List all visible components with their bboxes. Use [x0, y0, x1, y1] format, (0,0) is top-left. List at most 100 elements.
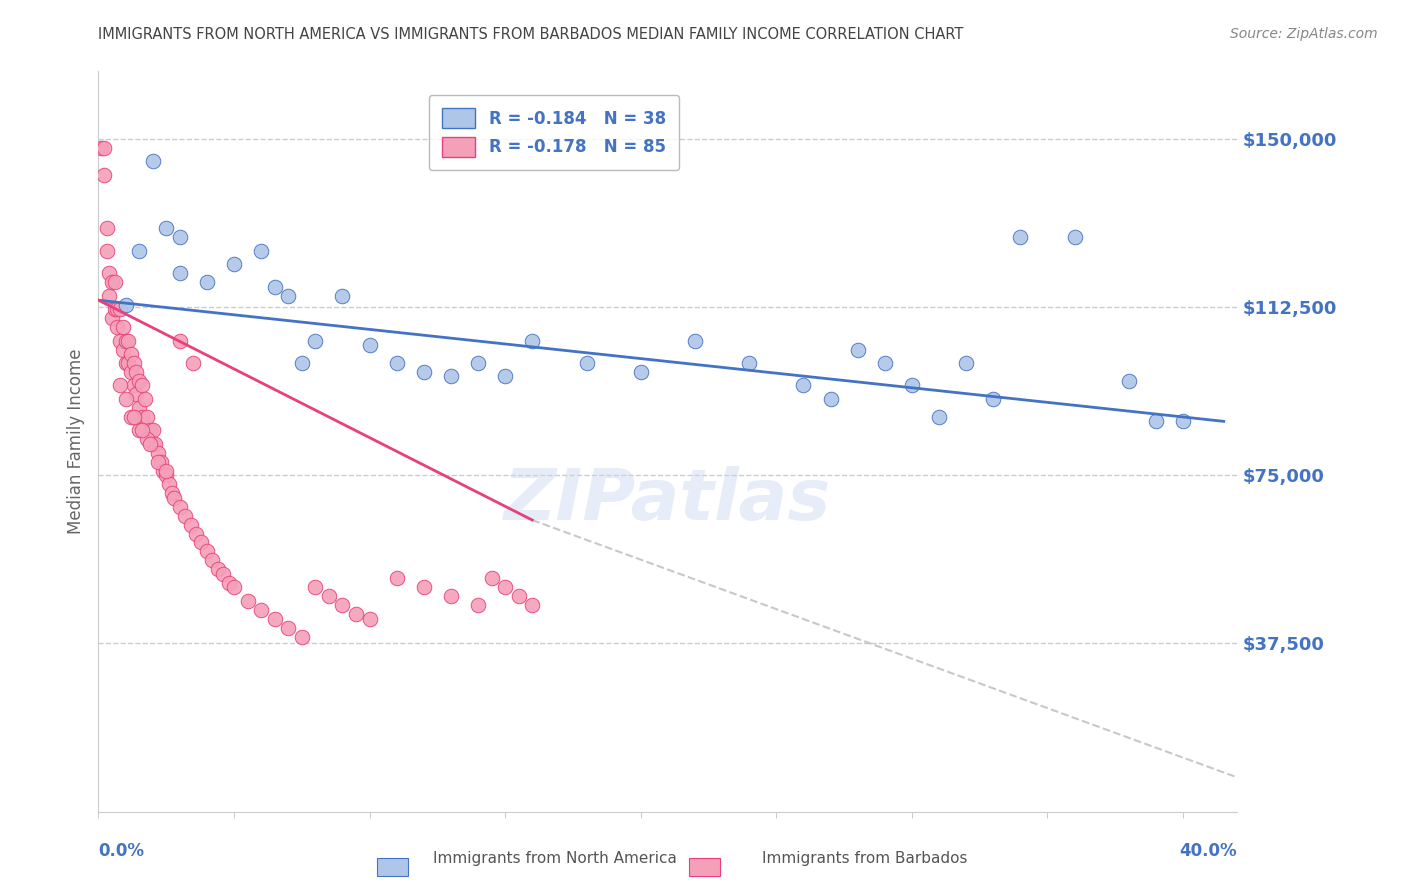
Point: [169, 266, 191, 280]
Point: [467, 599, 489, 613]
Point: [467, 356, 489, 370]
Point: [630, 365, 652, 379]
Point: [207, 562, 229, 576]
Point: [114, 392, 136, 406]
Point: [108, 334, 131, 348]
Point: [136, 409, 159, 424]
Point: [98, 266, 121, 280]
Point: [90, 141, 112, 155]
Point: [108, 302, 131, 317]
Text: 0.0%: 0.0%: [98, 842, 145, 860]
Point: [155, 221, 177, 235]
Point: [125, 387, 148, 401]
Point: [318, 590, 340, 604]
Text: Immigrants from Barbados: Immigrants from Barbados: [762, 852, 967, 866]
Point: [146, 446, 169, 460]
Point: [412, 580, 434, 594]
Point: [139, 423, 162, 437]
Point: [359, 338, 381, 352]
Point: [120, 409, 142, 424]
Point: [114, 298, 136, 312]
Point: [111, 320, 134, 334]
Point: [212, 566, 235, 581]
Point: [1118, 374, 1140, 388]
Point: [1171, 414, 1194, 428]
Point: [117, 334, 139, 348]
Point: [101, 275, 124, 289]
Point: [131, 409, 153, 424]
Point: [236, 594, 259, 608]
Point: [222, 580, 245, 594]
Point: [291, 630, 314, 644]
Point: [481, 571, 503, 585]
Point: [145, 437, 167, 451]
Text: ZIPatlas: ZIPatlas: [505, 467, 831, 535]
Point: [359, 612, 381, 626]
Point: [104, 302, 127, 317]
Point: [180, 517, 202, 532]
Point: [169, 500, 191, 514]
Y-axis label: Median Family Income: Median Family Income: [66, 349, 84, 534]
Point: [522, 334, 544, 348]
Point: [738, 356, 761, 370]
Point: [508, 590, 530, 604]
Point: [136, 432, 159, 446]
Point: [122, 378, 145, 392]
Point: [155, 468, 177, 483]
Point: [304, 334, 326, 348]
Legend: R = -0.184   N = 38, R = -0.178   N = 85: R = -0.184 N = 38, R = -0.178 N = 85: [429, 95, 679, 170]
Point: [332, 599, 354, 613]
Point: [1063, 230, 1085, 244]
Point: [304, 580, 326, 594]
Point: [134, 392, 156, 406]
Point: [160, 486, 183, 500]
Text: Source: ZipAtlas.com: Source: ZipAtlas.com: [1230, 27, 1378, 41]
Point: [125, 365, 148, 379]
Point: [157, 477, 180, 491]
Point: [873, 356, 896, 370]
Point: [142, 437, 165, 451]
Point: [163, 491, 186, 505]
Point: [128, 374, 150, 388]
Point: [440, 369, 463, 384]
Point: [263, 279, 285, 293]
Point: [93, 141, 115, 155]
Point: [122, 356, 145, 370]
Point: [117, 356, 139, 370]
Point: [955, 356, 977, 370]
Point: [901, 378, 924, 392]
Point: [263, 612, 285, 626]
Point: [139, 437, 162, 451]
Point: [218, 575, 240, 590]
Point: [222, 257, 245, 271]
Point: [128, 244, 150, 258]
Point: [108, 378, 131, 392]
Point: [184, 526, 207, 541]
Point: [190, 535, 212, 549]
Point: [98, 289, 121, 303]
Point: [412, 365, 434, 379]
Point: [332, 289, 354, 303]
Point: [277, 289, 299, 303]
Point: [120, 365, 142, 379]
Point: [169, 230, 191, 244]
Point: [575, 356, 598, 370]
Point: [155, 464, 177, 478]
Point: [928, 409, 950, 424]
Point: [792, 378, 814, 392]
Point: [344, 607, 367, 622]
Point: [385, 571, 408, 585]
Point: [183, 356, 205, 370]
Point: [440, 590, 463, 604]
Point: [820, 392, 842, 406]
Point: [250, 603, 273, 617]
Point: [120, 347, 142, 361]
Point: [291, 356, 314, 370]
Point: [122, 409, 145, 424]
Point: [114, 356, 136, 370]
Point: [169, 334, 191, 348]
Text: 40.0%: 40.0%: [1180, 842, 1237, 860]
Point: [201, 553, 224, 567]
Point: [142, 423, 165, 437]
Point: [128, 401, 150, 415]
